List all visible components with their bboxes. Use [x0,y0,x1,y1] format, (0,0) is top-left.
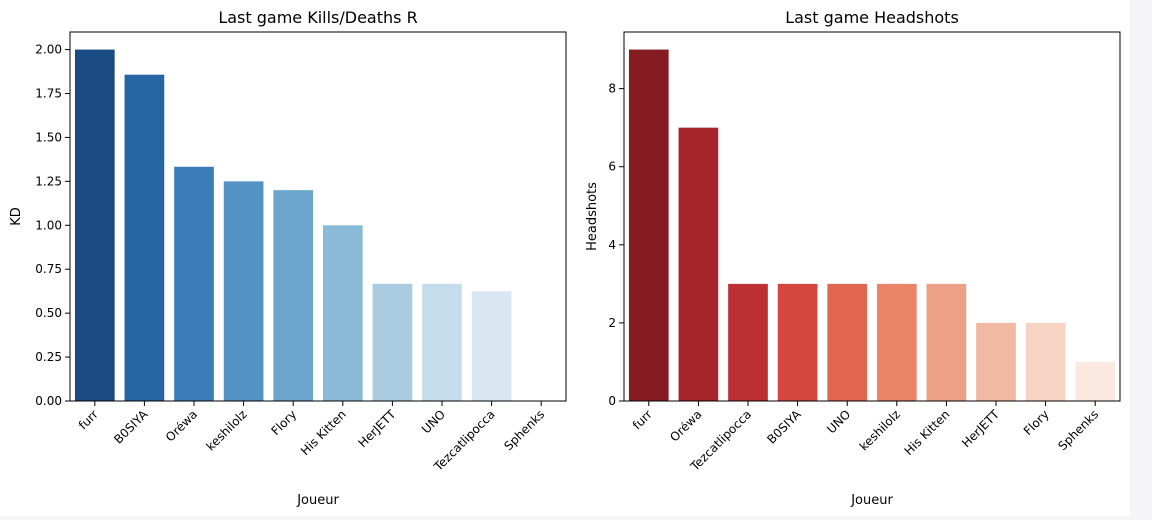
chart2-xtick-label: Sphenks [1055,407,1101,453]
chart1-axes-frame [69,31,567,402]
chart1-bar [471,291,512,401]
chart2-xtick-label: keshilolz [857,407,903,453]
chart2-xtick-label: furr [630,407,655,432]
chart2-xtick-label: His Kitten [902,407,953,458]
chart2-xtick-label: UNO [824,407,853,436]
chart2-ytick-label: 0 [608,394,616,408]
chart2-bar [926,283,967,401]
chart1-xlabel: Joueur [296,493,339,508]
chart2-bar [728,283,768,401]
chart2-bar [1075,361,1116,401]
chart2-bar [827,283,868,401]
chart1-bar [174,166,214,401]
chart1-bar [223,181,264,401]
chart1-bar [372,283,413,401]
chart2-xtick-label: Flory [1021,407,1052,438]
chart2-ytick-label: 8 [608,82,616,96]
chart1-xtick-label: His Kitten [298,407,349,458]
chart1-bar [322,225,363,401]
chart1-xtick-label: Sphenks [501,407,547,453]
chart1-ytick-label: 2.00 [35,43,62,57]
chart1-ytick-label: 0.25 [35,350,62,364]
chart1-xtick-label: HerJETT [355,407,399,451]
window-edge-strip [1130,0,1152,516]
chart1-bar [74,49,115,401]
chart1-xtick-label: UNO [419,407,448,436]
chart1-bar [273,190,314,401]
chart1-bar [124,74,165,401]
chart2-xtick-label: B0SIYA [764,407,804,447]
chart2-ytick-label: 4 [608,238,616,252]
chart2-bar [777,283,818,401]
chart1-xtick-label: furr [76,407,101,432]
chart2-xtick-label: Oréwa [667,407,704,444]
chart2-bar [628,49,669,401]
charts-svg: 0.00 0.25 0.50 0.75 1.00 1.25 1.50 1.75 2.00 furr… [9,8,1121,508]
chart1-ytick-label: 0.50 [35,306,62,320]
chart1-xtick-label: Flory [268,407,299,438]
chart1-ytick-label: 1.00 [35,218,62,232]
chart2-ylabel: Headshots [585,182,600,251]
figure: 0.00 0.25 0.50 0.75 1.00 1.25 1.50 1.75 2.00 furr… [9,8,1121,508]
chart1-ytick-label: 1.75 [35,87,62,101]
chart1-xtick-label: Oréwa [163,407,200,444]
chart1-ylabel: KD [9,207,24,226]
chart1-bar [422,283,462,401]
chart2-bar [678,127,719,402]
chart1-ytick-label: 1.25 [35,174,62,188]
chart2-bar [876,283,917,401]
chart2-axes-frame [623,31,1121,402]
chart2-xlabel: Joueur [850,493,893,508]
chart1-xtick-label: keshilolz [203,407,249,453]
chart2-xtick-label: HerJETT [959,407,1003,451]
chart2-bar [976,322,1016,401]
chart2-ytick-label: 2 [608,316,616,330]
chart2-bar [1025,322,1066,401]
chart1-ytick-label: 0.75 [35,262,62,276]
chart1-ytick-label: 1.50 [35,130,62,144]
chart1-xtick-label: B0SIYA [111,407,151,447]
chart1-ytick-label: 0.00 [35,394,62,408]
chart2-ytick-label: 6 [608,160,616,174]
chart2-title: Last game Headshots [785,8,959,27]
chart1-title: Last game Kills/Deaths R [218,8,417,27]
